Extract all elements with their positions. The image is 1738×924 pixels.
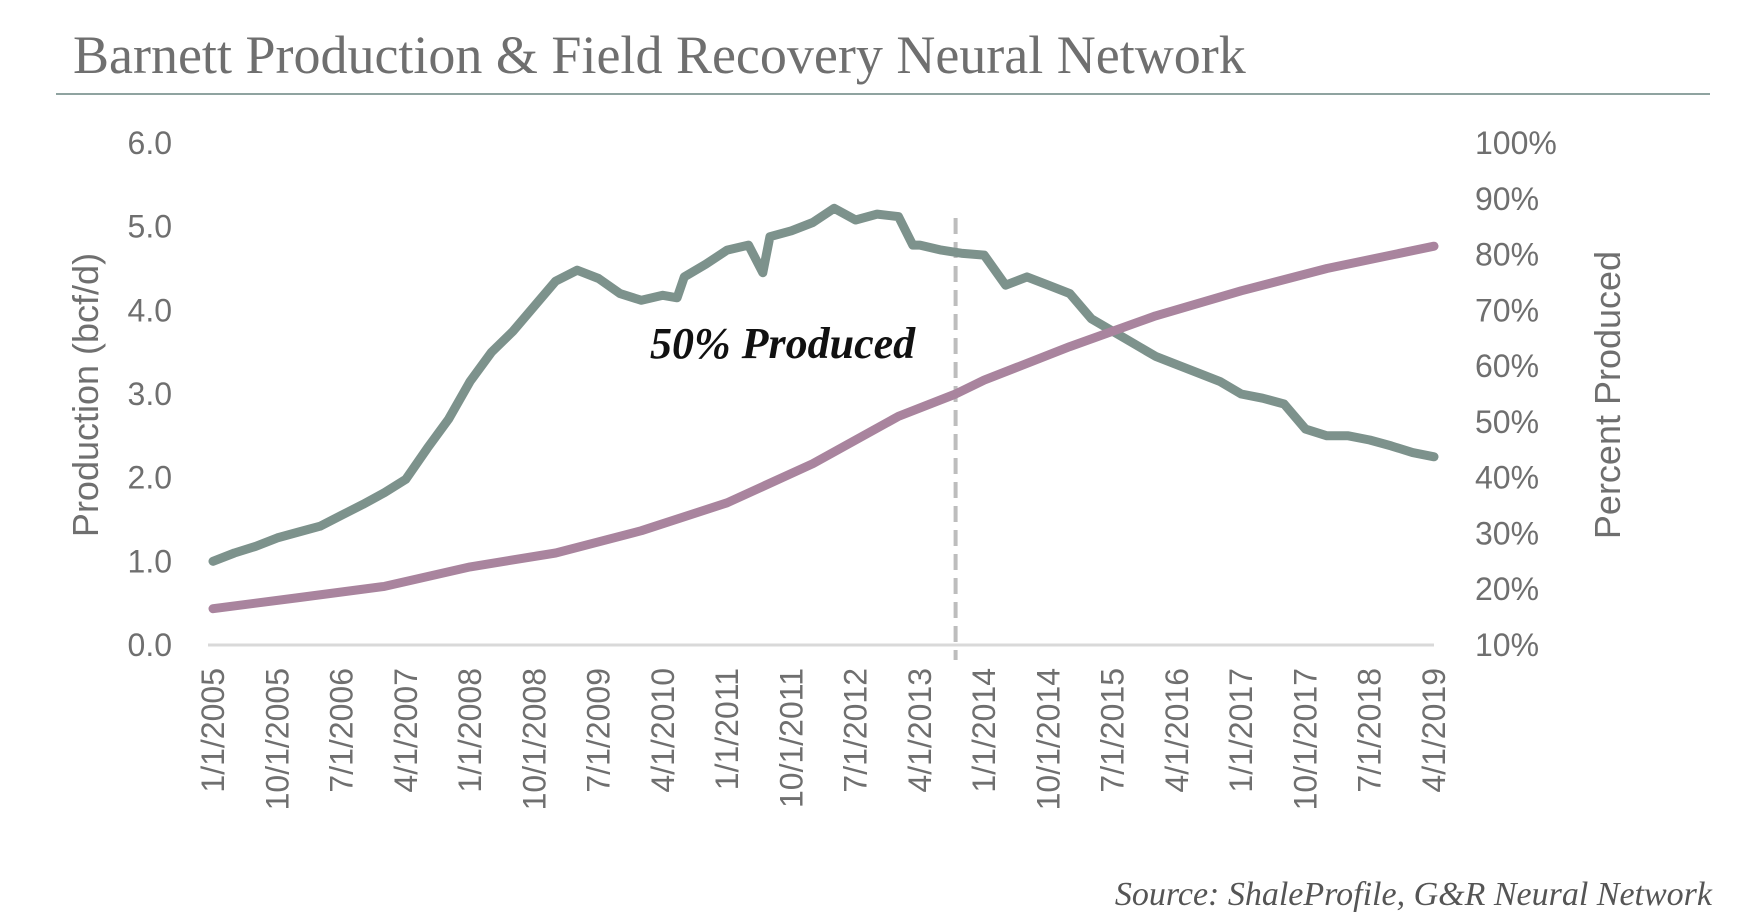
y-right-tick-label: 90% (1475, 181, 1539, 217)
x-tick-label: 1/1/2014 (966, 668, 1002, 793)
y-right-tick-label: 80% (1475, 237, 1539, 273)
y-left-tick-label: 4.0 (128, 292, 172, 328)
x-tick-label: 10/1/2005 (259, 668, 295, 810)
y-axis-right-ticks: 10% 20% 30% 40% 50% 60% 70% 80% 90% 100% (1475, 125, 1557, 663)
x-tick-label: 10/1/2017 (1288, 668, 1324, 810)
y-axis-right-title: Percent Produced (1587, 251, 1628, 539)
fifty-percent-annotation: 50% Produced (650, 319, 916, 368)
x-tick-label: 10/1/2008 (516, 668, 552, 810)
y-right-tick-label: 100% (1475, 125, 1557, 161)
x-tick-label: 7/1/2009 (581, 668, 617, 793)
x-tick-label: 7/1/2006 (324, 668, 360, 793)
y-left-tick-label: 5.0 (128, 209, 172, 245)
y-left-tick-label: 0.0 (128, 627, 172, 663)
x-tick-label: 7/1/2018 (1352, 668, 1388, 793)
x-tick-label: 1/1/2005 (195, 668, 231, 793)
y-left-tick-label: 1.0 (128, 543, 172, 579)
y-right-tick-label: 10% (1475, 627, 1539, 663)
x-tick-label: 10/1/2014 (1030, 668, 1066, 810)
series-percent-produced-line (208, 241, 1439, 614)
x-tick-label: 4/1/2010 (645, 668, 681, 793)
x-tick-label: 7/1/2012 (838, 668, 874, 793)
y-right-tick-label: 30% (1475, 515, 1539, 551)
y-left-tick-label: 2.0 (128, 460, 172, 496)
x-axis-ticks: 1/1/2005 10/1/2005 7/1/2006 4/1/2007 1/1/200… (195, 668, 1452, 810)
x-tick-label: 7/1/2015 (1095, 668, 1131, 793)
x-tick-label: 1/1/2017 (1223, 668, 1259, 793)
chart-title: Barnett Production & Field Recovery Neur… (73, 25, 1246, 85)
y-axis-left-title: Production (bcf/d) (65, 253, 106, 537)
y-left-tick-label: 3.0 (128, 376, 172, 412)
y-right-tick-label: 20% (1475, 571, 1539, 607)
y-right-tick-label: 40% (1475, 460, 1539, 496)
x-tick-label: 4/1/2007 (388, 668, 424, 793)
x-tick-label: 4/1/2019 (1416, 668, 1452, 793)
y-right-tick-label: 50% (1475, 404, 1539, 440)
y-left-tick-label: 6.0 (128, 125, 172, 161)
series-production-line (208, 203, 1439, 566)
source-note: Source: ShaleProfile, G&R Neural Network (1115, 876, 1713, 913)
x-tick-label: 4/1/2013 (902, 668, 938, 793)
x-tick-label: 1/1/2008 (452, 668, 488, 793)
x-tick-label: 4/1/2016 (1159, 668, 1195, 793)
x-tick-label: 1/1/2011 (709, 668, 745, 790)
y-right-tick-label: 60% (1475, 348, 1539, 384)
y-axis-left-ticks: 0.0 1.0 2.0 3.0 4.0 5.0 6.0 (128, 125, 172, 663)
y-right-tick-label: 70% (1475, 292, 1539, 328)
x-tick-label: 10/1/2011 (773, 668, 809, 808)
